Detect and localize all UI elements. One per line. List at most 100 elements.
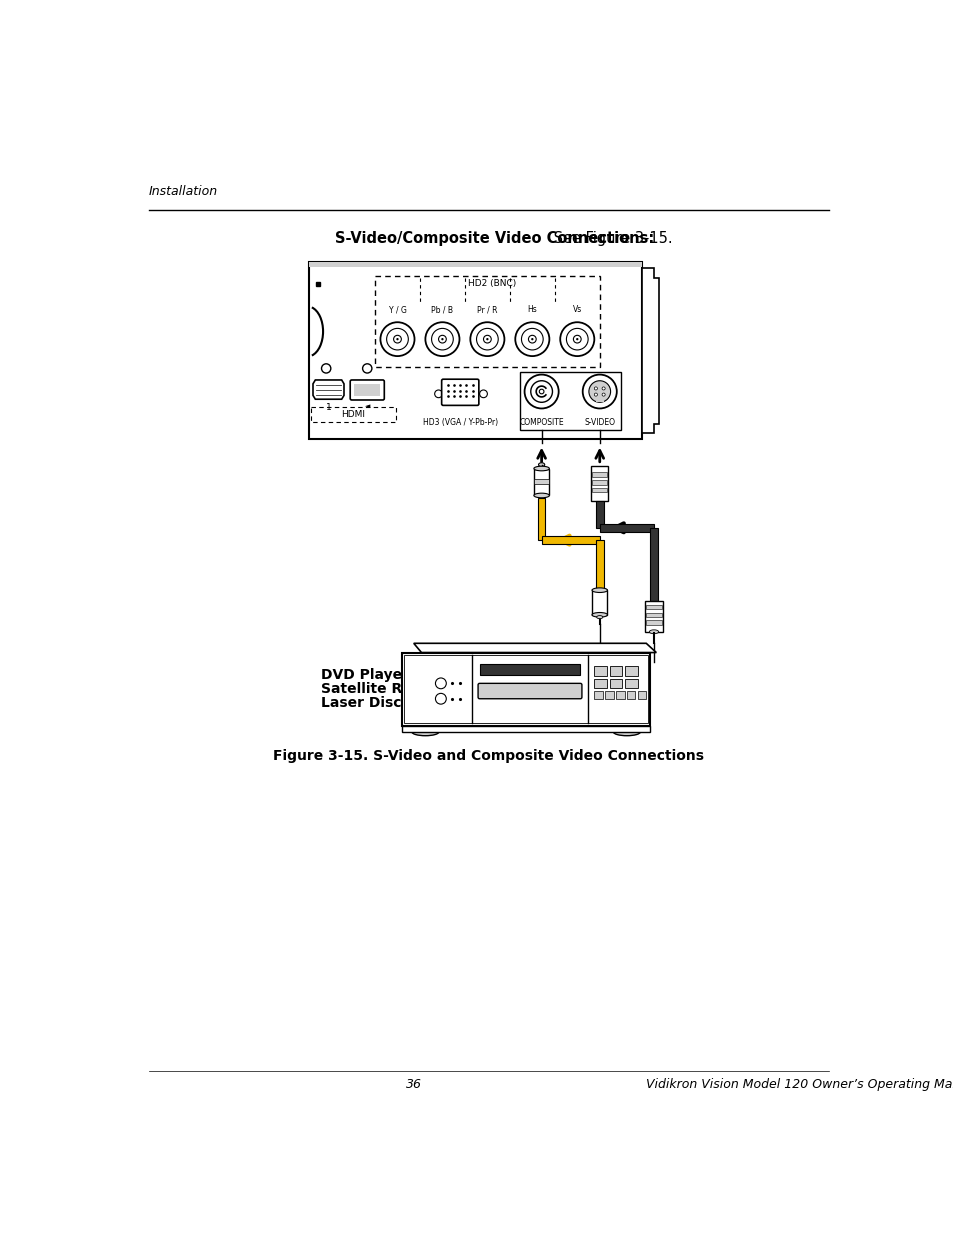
- Bar: [479, 664, 579, 674]
- Circle shape: [538, 389, 543, 394]
- Circle shape: [435, 693, 446, 704]
- Circle shape: [582, 374, 617, 409]
- Text: HD2 (BNC): HD2 (BNC): [467, 279, 516, 288]
- Bar: [592, 488, 607, 493]
- Bar: [541, 536, 599, 543]
- FancyBboxPatch shape: [441, 379, 478, 405]
- Ellipse shape: [534, 466, 549, 471]
- Circle shape: [531, 338, 533, 341]
- Text: ◄: ◄: [364, 403, 370, 409]
- Circle shape: [601, 387, 604, 390]
- Circle shape: [588, 380, 610, 403]
- Bar: [534, 479, 549, 484]
- Circle shape: [566, 329, 587, 350]
- Circle shape: [521, 329, 542, 350]
- Text: HDMI: HDMI: [341, 410, 365, 419]
- Text: S-VIDEO: S-VIDEO: [583, 417, 615, 427]
- Circle shape: [431, 329, 453, 350]
- Text: 36: 36: [405, 1078, 421, 1092]
- Bar: [626, 692, 635, 699]
- Text: Figure 3-15. S-Video and Composite Video Connections: Figure 3-15. S-Video and Composite Video…: [274, 748, 703, 763]
- Circle shape: [479, 390, 487, 398]
- Bar: [645, 620, 661, 625]
- Circle shape: [483, 336, 491, 343]
- Bar: [649, 527, 658, 601]
- Text: Laser Disc etc.: Laser Disc etc.: [320, 695, 436, 710]
- Circle shape: [435, 678, 446, 689]
- Text: Vs: Vs: [572, 305, 581, 314]
- Bar: [594, 679, 606, 688]
- Circle shape: [559, 322, 594, 356]
- Bar: [596, 501, 603, 527]
- Circle shape: [435, 390, 442, 398]
- Bar: [402, 726, 649, 732]
- Bar: [645, 613, 661, 618]
- Bar: [594, 692, 602, 699]
- Text: Hs: Hs: [527, 305, 537, 314]
- Circle shape: [594, 387, 597, 390]
- Ellipse shape: [534, 493, 549, 498]
- Text: COMPOSITE: COMPOSITE: [518, 417, 563, 427]
- Text: Y / G: Y / G: [388, 305, 406, 314]
- Ellipse shape: [592, 613, 607, 618]
- Circle shape: [476, 329, 497, 350]
- Circle shape: [530, 380, 552, 403]
- Circle shape: [601, 393, 604, 396]
- Bar: [592, 480, 607, 484]
- Bar: [404, 655, 647, 724]
- FancyBboxPatch shape: [477, 683, 581, 699]
- Circle shape: [573, 336, 580, 343]
- Text: S-Video/Composite Video Connections:: S-Video/Composite Video Connections:: [335, 231, 653, 246]
- Text: HD3 (VGA / Y-Pb-Pr): HD3 (VGA / Y-Pb-Pr): [422, 417, 497, 427]
- Bar: [624, 679, 637, 688]
- Ellipse shape: [613, 727, 639, 736]
- Polygon shape: [414, 643, 656, 652]
- Circle shape: [524, 374, 558, 409]
- Bar: [311, 406, 395, 422]
- Bar: [309, 262, 641, 267]
- Bar: [596, 399, 603, 403]
- Bar: [645, 605, 661, 609]
- Circle shape: [594, 393, 597, 396]
- Bar: [624, 667, 637, 676]
- Bar: [534, 468, 549, 495]
- Ellipse shape: [596, 615, 602, 619]
- Bar: [609, 667, 621, 676]
- Bar: [309, 262, 641, 440]
- Text: Satellite Receiver,: Satellite Receiver,: [320, 682, 462, 695]
- Bar: [637, 692, 645, 699]
- Bar: [519, 372, 620, 430]
- Bar: [594, 667, 606, 676]
- Bar: [609, 679, 621, 688]
- FancyBboxPatch shape: [350, 380, 384, 400]
- Circle shape: [394, 336, 401, 343]
- Circle shape: [362, 364, 372, 373]
- Circle shape: [395, 338, 398, 341]
- Text: Pr / R: Pr / R: [476, 305, 497, 314]
- Bar: [591, 466, 608, 501]
- Text: 1: 1: [325, 403, 331, 412]
- Circle shape: [528, 336, 536, 343]
- Text: Pb / B: Pb / B: [431, 305, 453, 314]
- Bar: [596, 540, 603, 590]
- Polygon shape: [641, 268, 659, 433]
- Ellipse shape: [649, 630, 658, 634]
- Bar: [375, 275, 599, 367]
- Bar: [402, 652, 649, 726]
- Ellipse shape: [592, 588, 607, 593]
- Circle shape: [321, 364, 331, 373]
- Bar: [537, 498, 545, 540]
- Text: See Figure 3-15.: See Figure 3-15.: [549, 231, 672, 246]
- Bar: [616, 692, 624, 699]
- Ellipse shape: [412, 727, 438, 736]
- Bar: [604, 692, 613, 699]
- Circle shape: [441, 338, 443, 341]
- Circle shape: [425, 322, 459, 356]
- Circle shape: [380, 322, 415, 356]
- Circle shape: [386, 329, 408, 350]
- Polygon shape: [313, 380, 344, 399]
- Bar: [354, 384, 380, 396]
- Circle shape: [515, 322, 549, 356]
- Circle shape: [576, 338, 578, 341]
- Circle shape: [438, 336, 446, 343]
